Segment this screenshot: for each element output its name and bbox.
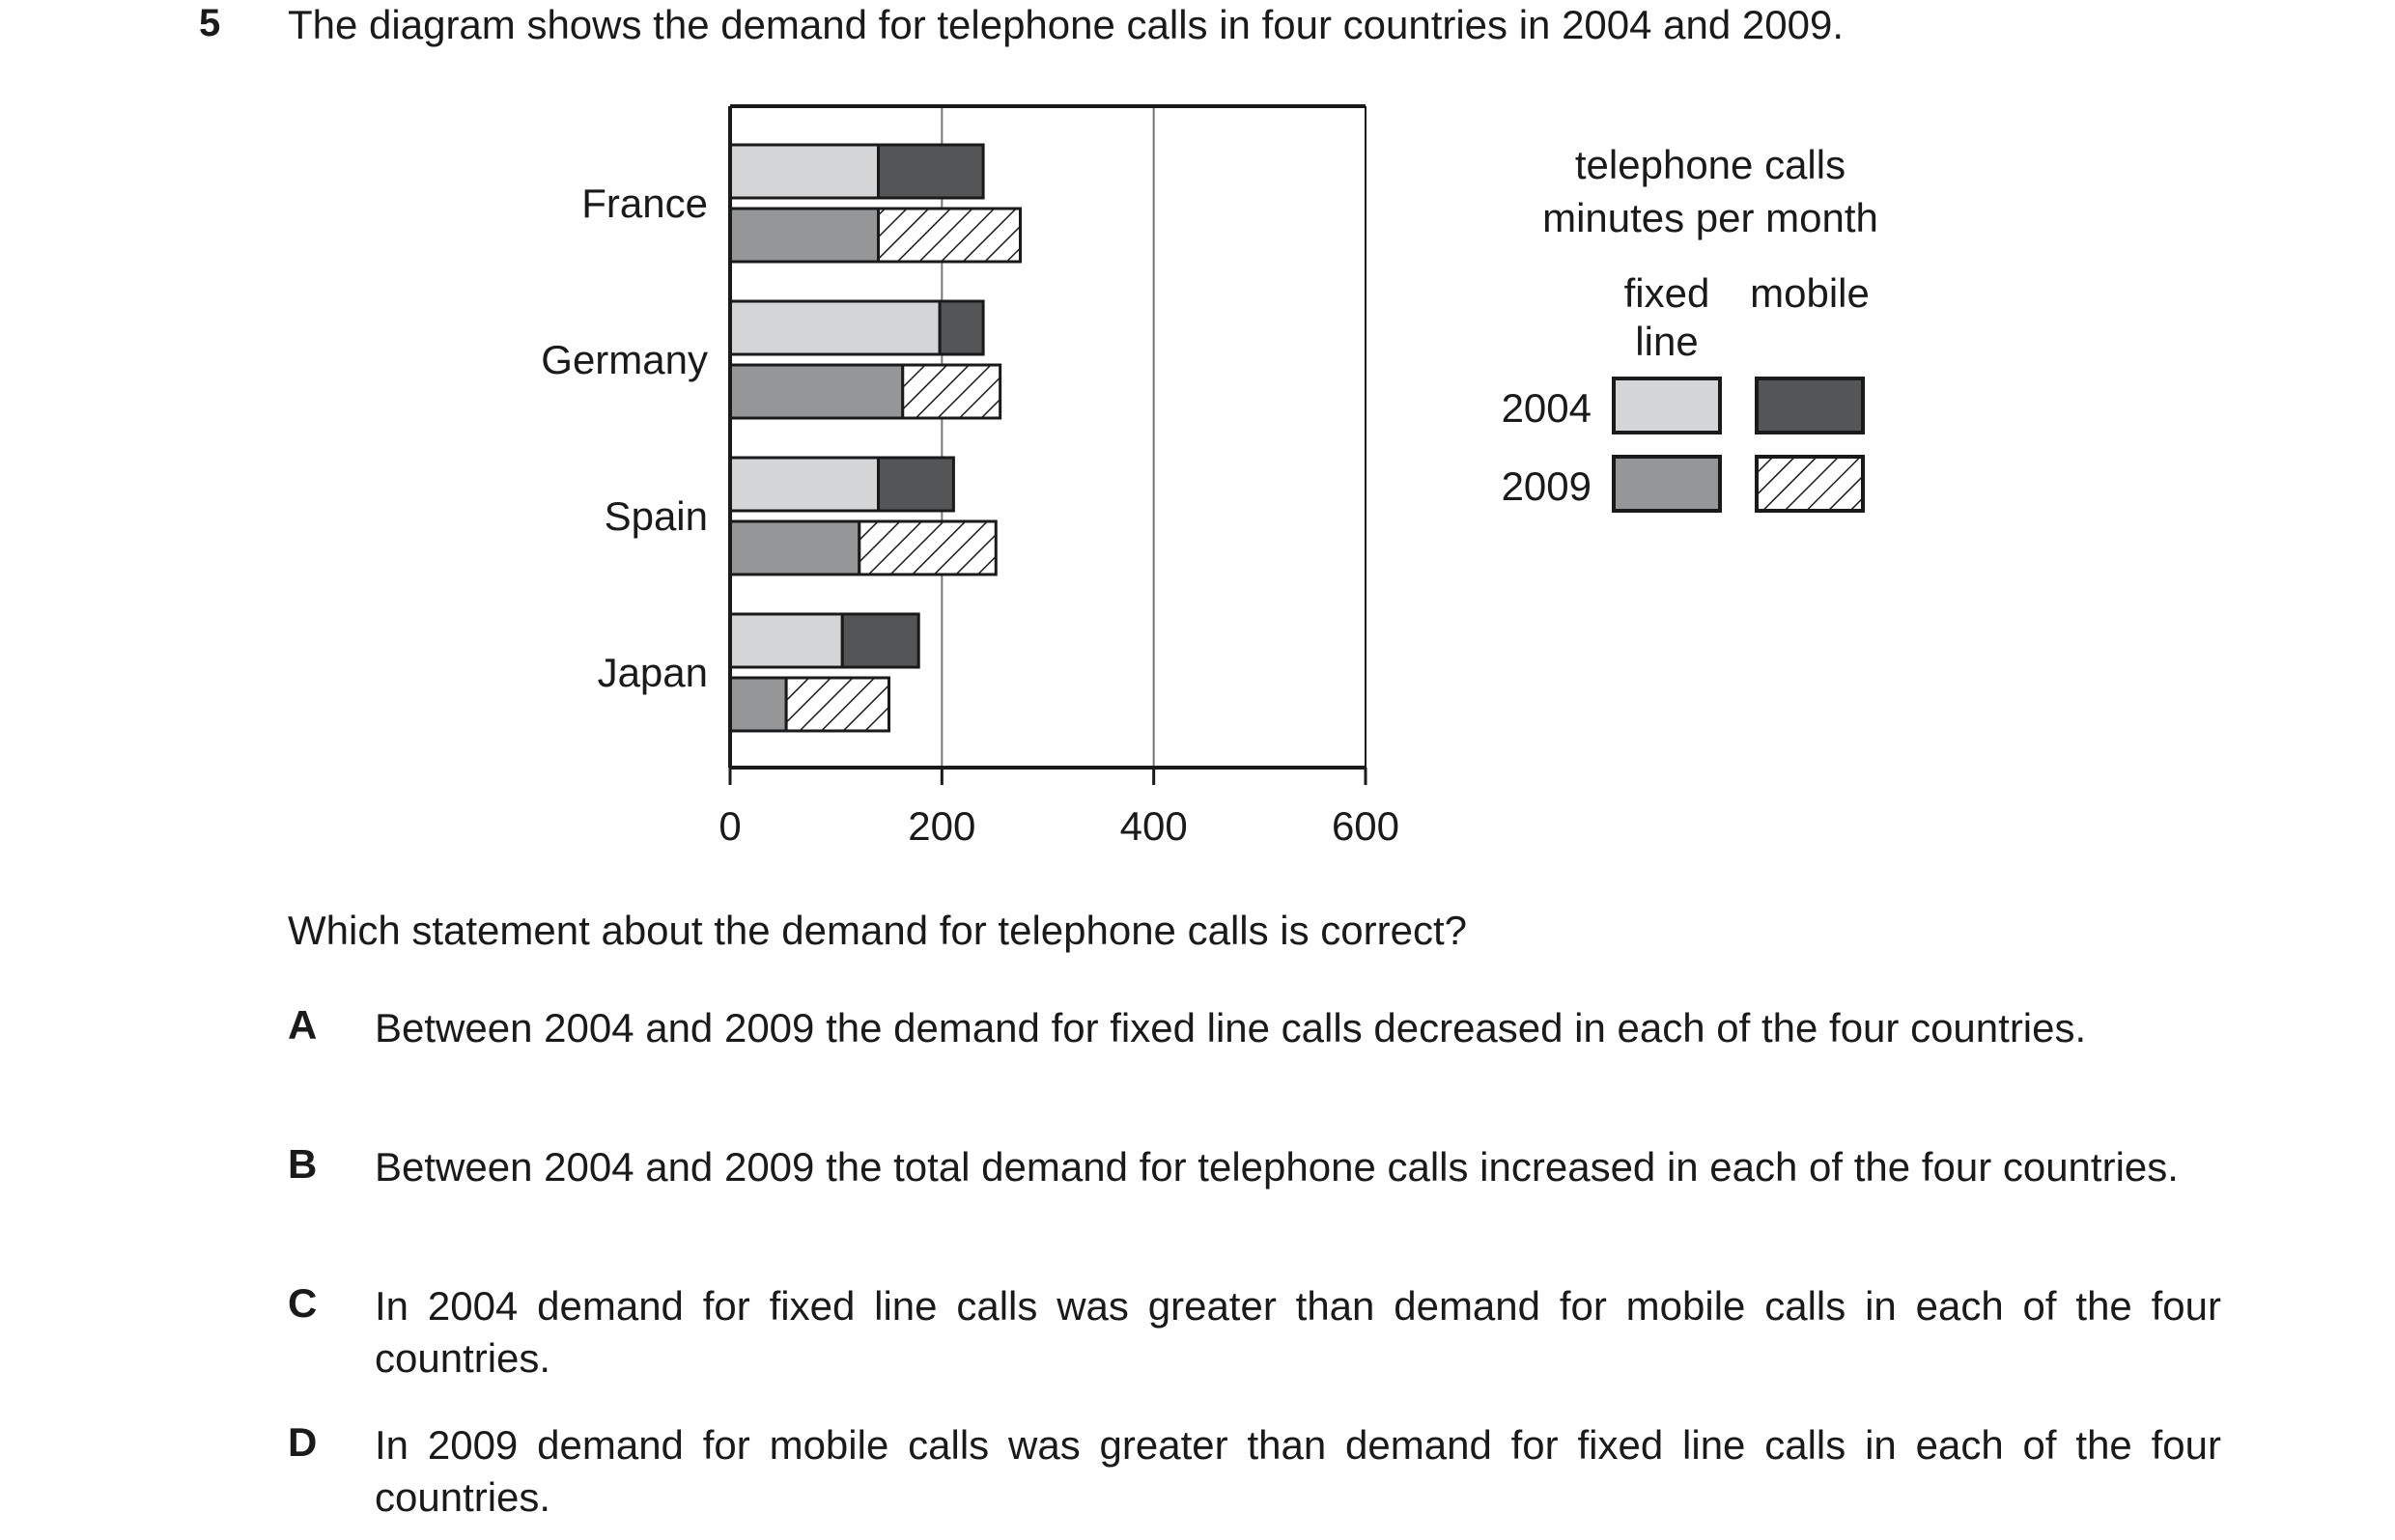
question-prompt: Which statement about the demand for tel… [288,908,1467,953]
bar-segment [728,676,788,733]
category-label: France [581,181,708,226]
x-tick-label: 0 [718,803,741,849]
question-text: The diagram shows the demand for telepho… [288,2,1845,47]
bar-segment [728,363,905,420]
category-labels: France Germany Spain Japan [541,181,708,695]
category-label: Japan [598,650,708,695]
category-label: Germany [541,337,708,382]
option-letter: B [288,1141,318,1187]
legend-swatch [1612,377,1722,434]
bar-segment [938,299,985,356]
x-tick-label: 600 [1332,803,1399,849]
telephone-calls-chart: 0 200 400 600 France Germany Spain Japan telep… [541,104,1878,849]
gridlines [941,106,1155,768]
bar-segment [728,456,881,513]
bar-segment [784,676,891,733]
x-tick-label: 400 [1120,803,1188,849]
option-text: Between 2004 and 2009 the total demand f… [375,1144,2179,1190]
axes: 0 200 400 600 [718,104,1399,849]
legend-row-label: 2009 [1502,463,1592,509]
legend-row-label: 2004 [1502,385,1592,431]
legend-title: minutes per month [1542,195,1878,240]
bar-segment [877,456,955,513]
option-text: Between 2004 and 2009 the demand for fix… [375,1005,2087,1050]
question-number: 5 [199,2,221,44]
x-tick-label: 200 [908,803,975,849]
legend-title: telephone calls [1575,142,1846,187]
bar-segment [728,143,881,200]
bar-segment [877,143,985,200]
category-label: Spain [605,493,708,539]
legend-swatch [1755,455,1865,513]
bar-segment [840,612,920,669]
option-text: In 2009 demand for mobile calls was grea… [375,1422,2221,1520]
option-letter: D [288,1419,318,1465]
legend: telephone calls minutes per month fixedlin… [1502,142,1878,513]
legend-swatch [1755,377,1865,434]
bar-segment [728,612,844,669]
legend-column-label: line [1635,319,1698,364]
option-letter: A [288,1002,318,1048]
legend-column-label: fixed [1624,270,1710,316]
option-letter: C [288,1280,318,1326]
bar-segment [901,363,1002,420]
bar-segment [877,207,1022,264]
bar-segment [728,299,942,356]
legend-swatch [1612,455,1722,513]
legend-column-label: mobile [1750,270,1870,316]
bar-segment [858,519,998,576]
option-text: In 2004 demand for fixed line calls was … [375,1283,2221,1381]
bar-segment [728,207,881,264]
bars [728,143,1022,733]
bar-segment [728,519,861,576]
